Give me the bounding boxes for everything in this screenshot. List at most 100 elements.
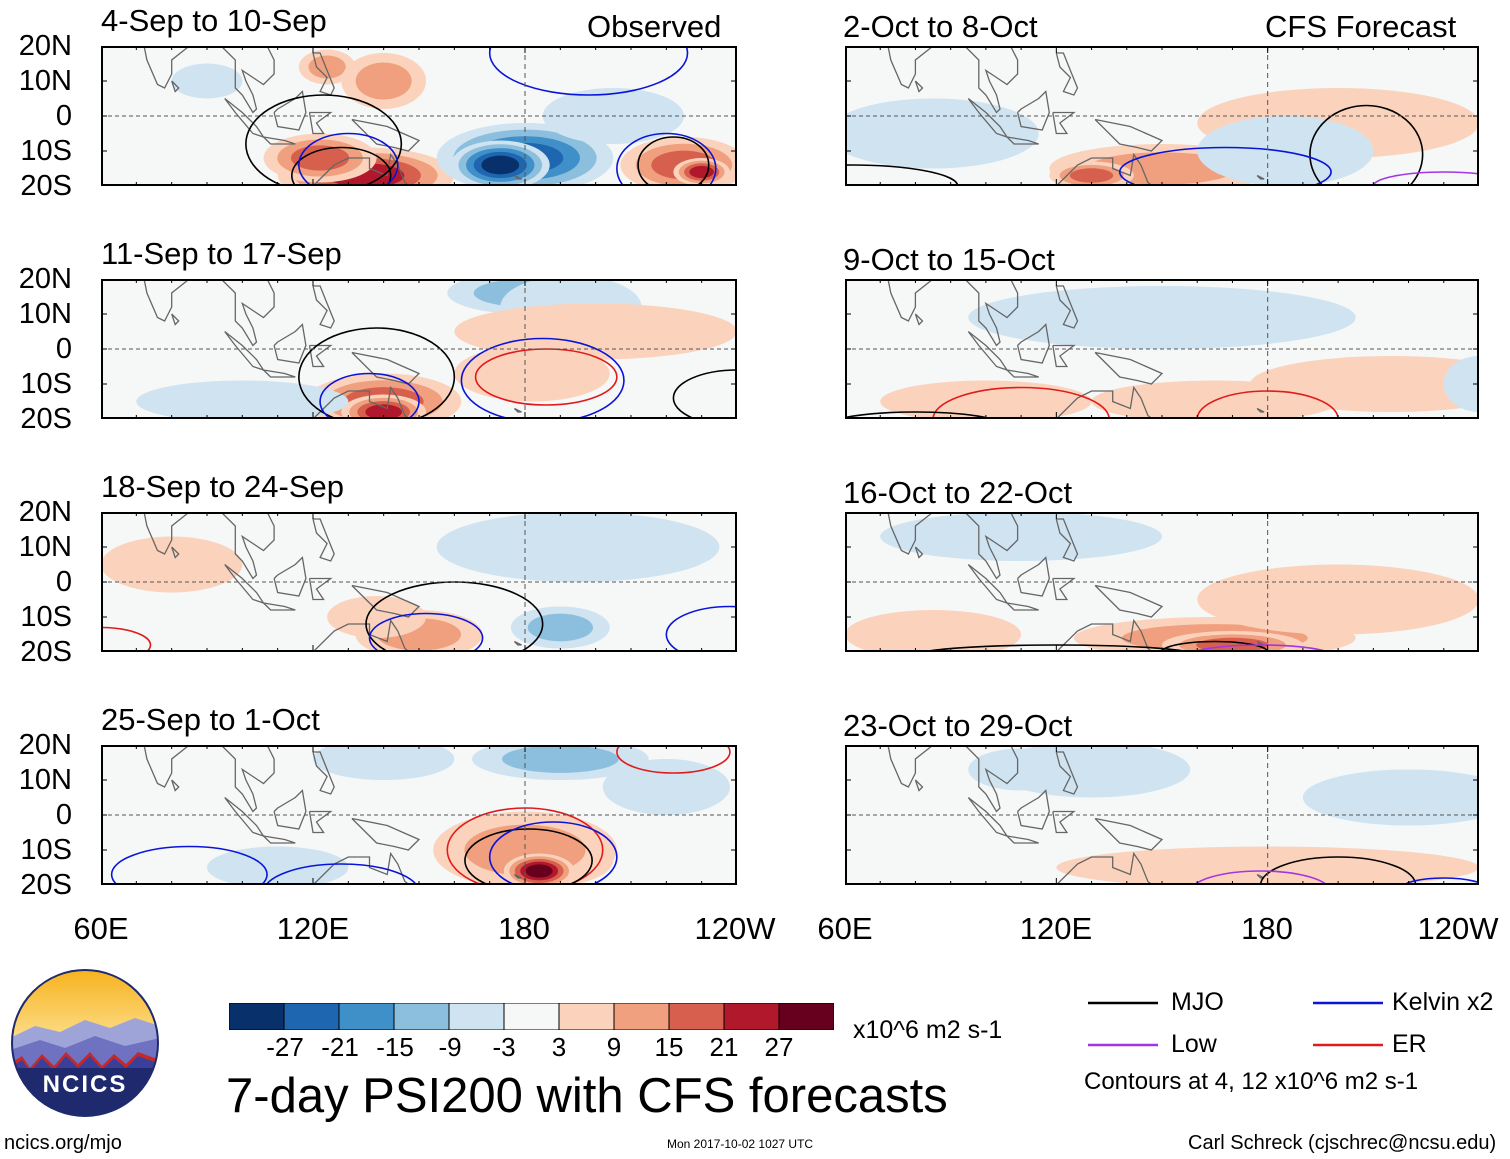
filter-contour — [488, 821, 618, 885]
filter-contour — [616, 132, 717, 186]
filter-contour — [672, 369, 737, 419]
coastline — [351, 118, 421, 152]
footer-url[interactable]: ncics.org/mjo — [4, 1132, 122, 1154]
coastline — [171, 546, 180, 559]
psi-anomaly-blob — [136, 380, 349, 419]
lat-tick: 20N — [18, 30, 72, 62]
coastline — [273, 789, 307, 830]
psi-anomaly-blob — [481, 155, 520, 175]
coastline — [171, 80, 180, 93]
coastline — [143, 745, 191, 788]
filter-contour — [319, 372, 420, 419]
coastline — [1256, 174, 1265, 180]
coastline — [171, 779, 180, 792]
colorbar-swatch — [778, 1003, 834, 1030]
psi-anomaly-blob — [1069, 168, 1114, 183]
coastline — [513, 174, 522, 180]
coastline — [1055, 518, 1079, 562]
coastline — [1016, 90, 1050, 131]
lat-tick: 0 — [55, 566, 72, 598]
coastline — [1006, 602, 1039, 611]
panel-title-5: 2-Oct to 8-Oct — [843, 9, 1038, 44]
psi-anomaly-blob — [365, 404, 403, 419]
lat-tick: 10S — [20, 135, 72, 167]
filter-contour — [845, 411, 995, 419]
coastline — [1055, 52, 1079, 96]
filter-contour — [1161, 640, 1269, 652]
legend-label-low: Low — [1171, 1030, 1217, 1058]
colorbar-swatch — [668, 1003, 725, 1030]
lat-tick: 10N — [18, 531, 72, 563]
lon-tick: 120E — [1019, 911, 1093, 946]
coastline — [143, 46, 191, 89]
coastline — [1016, 323, 1050, 364]
filter-contour — [101, 626, 152, 652]
coastline — [312, 152, 411, 186]
coastline — [1016, 556, 1050, 597]
map-panel-3 — [101, 512, 737, 652]
colorbar-tick: -21 — [321, 1032, 359, 1062]
filter-contour — [474, 348, 618, 406]
coastline — [964, 512, 1019, 580]
panel-title-3: 18-Sep to 24-Sep — [101, 469, 345, 504]
coastline — [1055, 285, 1079, 329]
panel-title-2: 11-Sep to 17-Sep — [101, 236, 342, 271]
coastline — [263, 835, 296, 844]
lat-tick: 10S — [20, 834, 72, 866]
psi-anomaly-blob — [689, 165, 714, 179]
coastline — [1052, 111, 1076, 135]
coastline — [308, 810, 333, 834]
lon-tick: 120W — [1417, 911, 1499, 946]
panel-title-1: 4-Sep to 10-Sep — [101, 3, 327, 38]
coastline — [308, 577, 333, 601]
filter-contour — [298, 327, 456, 419]
colorbar-tick: 27 — [764, 1032, 794, 1062]
psi-anomaly-blob — [454, 303, 737, 360]
lat-tick: 0 — [55, 799, 72, 831]
filter-contour — [460, 337, 625, 419]
coastline — [964, 745, 1019, 813]
coastline — [263, 369, 296, 378]
filter-contour — [368, 612, 484, 652]
coastline — [1052, 810, 1076, 834]
lon-tick: 120W — [694, 911, 776, 946]
coastline — [1256, 407, 1265, 413]
colorbar-swatch — [338, 1003, 395, 1030]
psi-anomaly-blob — [1443, 356, 1479, 412]
lat-tick: 20N — [18, 263, 72, 295]
coastline — [1094, 817, 1164, 851]
filter-contour — [932, 386, 1110, 419]
coastline — [1006, 369, 1039, 378]
coastline — [513, 873, 522, 879]
psi-anomaly-blob — [525, 864, 553, 878]
footer-author: Carl Schreck (cjschrec@ncsu.edu) — [1188, 1132, 1497, 1154]
lon-tick: 180 — [1241, 911, 1293, 946]
psi-anomaly-blob — [313, 745, 455, 780]
colorbar-units: x10^6 m2 s-1 — [853, 1016, 1003, 1044]
coastline — [312, 385, 411, 419]
psi-anomaly-blob — [845, 610, 1022, 652]
map-panel-4 — [101, 745, 737, 885]
psi-anomaly-blob — [1250, 356, 1479, 412]
colorbar-swatch — [723, 1003, 780, 1030]
psi-anomaly-blob — [1197, 564, 1479, 635]
psi-anomaly-blob — [101, 536, 243, 593]
coastline — [143, 279, 191, 322]
map-panel-5 — [845, 46, 1479, 186]
coastline — [1094, 118, 1164, 152]
psi-anomaly-blob — [880, 380, 1092, 419]
colorbar-tick: 9 — [606, 1032, 622, 1062]
observed-label: Observed — [587, 9, 722, 44]
coastline — [143, 512, 191, 555]
map-panel-7 — [845, 512, 1479, 652]
filter-contour — [1402, 877, 1479, 885]
filter-contour — [616, 745, 731, 774]
filter-contour — [637, 136, 710, 186]
psi-anomaly-blob — [968, 748, 1074, 791]
coastline — [1052, 344, 1076, 368]
lon-tick: 60E — [817, 911, 873, 946]
coastline — [887, 745, 935, 788]
filter-contour — [265, 863, 418, 885]
coastline — [312, 751, 335, 795]
legend-label-mjo: MJO — [1171, 988, 1224, 1016]
